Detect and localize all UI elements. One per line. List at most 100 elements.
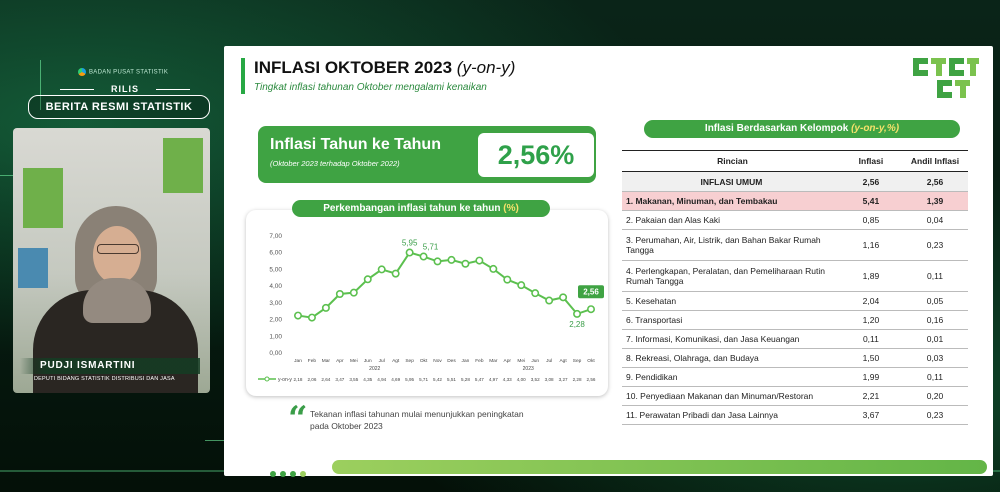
presenter-face	[93, 226, 141, 284]
cell-inflasi: 0,85	[839, 210, 902, 230]
data-table-value: 5,42	[433, 377, 442, 382]
cell-andil: 0,20	[902, 386, 968, 406]
chart-panel: 0,00 1,00 2,00 3,00 4,00 5,00 6,00 7,00 5,95 5,71…	[246, 210, 608, 396]
cell-inflasi: 2,56	[839, 171, 902, 192]
data-table-value: 4,69	[391, 377, 400, 382]
table-row: 6. Transportasi 1,20 0,16	[622, 310, 968, 330]
x-tick-label: Nov	[433, 358, 442, 364]
y-tick-label: 7,00	[269, 233, 282, 240]
progress-dot	[270, 471, 276, 477]
data-table-value: 5,71	[419, 377, 428, 382]
data-point	[321, 303, 330, 312]
bps-logo-icon	[78, 68, 86, 76]
kpi-title: Inflasi Tahun ke Tahun	[270, 136, 441, 153]
cell-name: 3. Perumahan, Air, Listrik, dan Bahan Ba…	[622, 229, 840, 261]
data-point	[517, 281, 526, 290]
data-point	[349, 288, 358, 297]
data-point	[447, 255, 456, 264]
chart-title-text: Perkembangan inflasi tahun ke tahun	[323, 203, 504, 214]
cell-andil: 0,01	[902, 329, 968, 349]
slide-title-italic: (y-on-y)	[456, 58, 516, 77]
legend-label: y-on-y	[278, 377, 292, 383]
last-value-label: 2,56	[583, 288, 599, 297]
table-header-row: Rincian Inflasi Andil Inflasi	[622, 150, 968, 172]
cell-name: 7. Informasi, Komunikasi, dan Jasa Keuan…	[622, 329, 840, 349]
chart-title: Perkembangan inflasi tahun ke tahun (%)	[292, 200, 550, 217]
progress-dot	[300, 471, 306, 477]
cell-andil: 0,23	[902, 229, 968, 261]
x-tick-label: Jan	[294, 358, 302, 364]
data-point	[545, 296, 554, 305]
data-point	[461, 259, 470, 268]
table-title-text: Inflasi Berdasarkan Kelompok	[704, 123, 852, 134]
table-row: 11. Perawatan Pribadi dan Jasa Lainnya 3,…	[622, 405, 968, 425]
cell-inflasi: 1,89	[839, 260, 902, 292]
x-tick-label: Jul	[546, 358, 552, 364]
x-tick-label: Agt	[392, 358, 400, 364]
program-title: BERITA RESMI STATISTIK	[28, 95, 210, 119]
table-row-umum: INFLASI UMUM 2,56 2,56	[622, 171, 968, 192]
y-tick-label: 1,00	[269, 333, 282, 340]
x-tick-label: Jul	[379, 358, 385, 364]
data-point	[363, 275, 372, 284]
x-tick-label: Apr	[336, 358, 344, 364]
data-point	[503, 275, 512, 284]
data-table-value: 3,27	[559, 377, 568, 382]
kpi-subtitle: (Oktober 2023 terhadap Oktober 2022)	[270, 159, 400, 168]
glasses-icon	[97, 244, 139, 254]
x-tick-label: Apr	[504, 358, 512, 364]
cell-andil: 0,23	[902, 405, 968, 425]
x-tick-label: Sep	[573, 358, 582, 364]
presenter-name-tag: PUDJI ISMARTINI DEPUTI BIDANG STATISTIK …	[20, 358, 200, 382]
cell-name: 10. Penyediaan Makanan dan Minuman/Resto…	[622, 386, 840, 406]
brand-text: BADAN PUSAT STATISTIK	[89, 69, 169, 76]
header-andil: Andil Inflasi	[902, 150, 968, 172]
x-tick-label: Feb	[475, 358, 484, 364]
x-tick-label: Jun	[364, 358, 372, 364]
kpi-card: Inflasi Tahun ke Tahun (Oktober 2023 ter…	[258, 126, 596, 183]
cell-andil: 0,16	[902, 310, 968, 330]
data-table-value: 5,51	[447, 377, 456, 382]
data-table-value: 2,64	[321, 377, 330, 382]
cell-name: 9. Pendidikan	[622, 367, 840, 387]
y-tick-label: 3,00	[269, 300, 282, 307]
cell-andil: 2,56	[902, 171, 968, 192]
cell-name: 1. Makanan, Minuman, dan Tembakau	[622, 191, 840, 211]
data-point	[307, 313, 316, 322]
x-tick-label: Jun	[531, 358, 539, 364]
y-tick-label: 5,00	[269, 266, 282, 273]
presenter-role: DEPUTI BIDANG STATISTIK DISTRIBUSI DAN J…	[34, 376, 175, 382]
data-point	[335, 290, 344, 299]
cell-inflasi: 0,11	[839, 329, 902, 349]
data-table-value: 4,33	[503, 377, 512, 382]
data-table-value: 3,55	[349, 377, 358, 382]
y-tick-label: 4,00	[269, 283, 282, 290]
data-table-value: 4,35	[363, 377, 372, 382]
x-tick-label: Jan	[462, 358, 470, 364]
x-tick-label: Sep	[405, 358, 414, 364]
cell-andil: 0,05	[902, 291, 968, 311]
data-point	[559, 293, 568, 302]
cell-inflasi: 1,20	[839, 310, 902, 330]
data-point	[531, 289, 540, 298]
data-point	[586, 305, 595, 314]
header-rincian: Rincian	[622, 150, 840, 172]
slide-subtitle: Tingkat inflasi tahunan Oktober mengalam…	[254, 82, 487, 93]
x-tick-label: Mar	[322, 358, 331, 364]
y-tick-label: 2,00	[269, 317, 282, 324]
data-point	[573, 309, 582, 318]
table-row: 9. Pendidikan 1,99 0,11	[622, 367, 968, 387]
series-line	[297, 251, 592, 319]
table-row: 7. Informasi, Komunikasi, dan Jasa Keuan…	[622, 329, 968, 349]
table-row: 2. Pakaian dan Alas Kaki 0,85 0,04	[622, 210, 968, 230]
data-table-value: 4,00	[517, 377, 526, 382]
wall-decor	[23, 168, 63, 228]
cell-name: 2. Pakaian dan Alas Kaki	[622, 210, 840, 230]
slide-progress-dots	[270, 464, 310, 482]
data-table-value: 4,97	[489, 377, 498, 382]
table-row: 8. Rekreasi, Olahraga, dan Budaya 1,50 0,0…	[622, 348, 968, 368]
x-tick-label: Okt	[587, 358, 595, 364]
table-row: 10. Penyediaan Makanan dan Minuman/Resto…	[622, 386, 968, 406]
presenter-name: PUDJI ISMARTINI	[20, 358, 200, 374]
data-point	[475, 256, 484, 265]
